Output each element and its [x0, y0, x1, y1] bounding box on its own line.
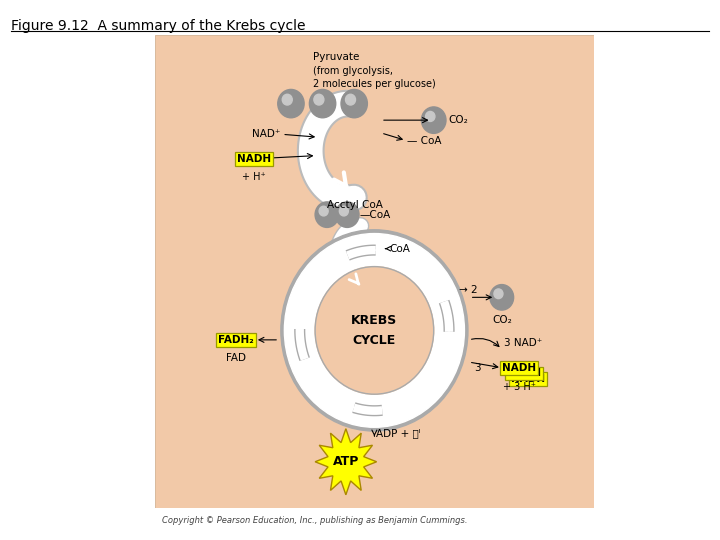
Text: NADH: NADH [507, 368, 541, 379]
Text: Figure 9.12  A summary of the Krebs cycle: Figure 9.12 A summary of the Krebs cycle [11, 19, 305, 33]
Text: FADH₂: FADH₂ [218, 335, 254, 345]
Circle shape [315, 267, 433, 394]
Text: NAD⁺: NAD⁺ [251, 129, 280, 139]
Text: CoA: CoA [390, 244, 410, 254]
Text: + H⁺: + H⁺ [242, 172, 266, 182]
Circle shape [314, 94, 324, 105]
Circle shape [282, 94, 292, 105]
Circle shape [284, 233, 464, 427]
Circle shape [346, 94, 356, 105]
Circle shape [426, 111, 435, 122]
Text: 3 NAD⁺: 3 NAD⁺ [504, 338, 542, 348]
Circle shape [494, 289, 503, 299]
Text: (from glycolysis,: (from glycolysis, [313, 66, 393, 76]
Circle shape [319, 206, 328, 216]
Text: —CoA: —CoA [359, 210, 390, 220]
Circle shape [281, 230, 468, 431]
Text: CO₂: CO₂ [492, 315, 512, 325]
Text: + 3 H⁺: + 3 H⁺ [503, 382, 536, 393]
Text: Acctyl CoA: Acctyl CoA [327, 200, 382, 211]
Circle shape [336, 202, 359, 227]
Text: Pyruvate: Pyruvate [313, 52, 359, 62]
Text: 3: 3 [474, 363, 481, 373]
Circle shape [341, 90, 367, 118]
Circle shape [421, 107, 446, 133]
Text: NADH: NADH [503, 363, 536, 373]
Text: NADH: NADH [511, 374, 545, 384]
Circle shape [310, 90, 336, 118]
Circle shape [278, 90, 304, 118]
Text: FAD: FAD [226, 353, 246, 363]
Circle shape [339, 206, 348, 216]
Text: Copyright © Pearson Education, Inc., publishing as Benjamin Cummings.: Copyright © Pearson Education, Inc., pub… [162, 516, 467, 525]
Text: — CoA: — CoA [408, 137, 442, 146]
FancyBboxPatch shape [155, 35, 594, 508]
Text: CYCLE: CYCLE [353, 334, 396, 347]
Text: NADH: NADH [237, 154, 271, 164]
Polygon shape [315, 429, 377, 495]
Text: ADP + Ⓟᴵ: ADP + Ⓟᴵ [377, 428, 421, 438]
Text: ATP: ATP [333, 455, 359, 468]
Text: → 2: → 2 [459, 285, 477, 294]
Text: KREBS: KREBS [351, 314, 397, 327]
Circle shape [490, 285, 513, 310]
Circle shape [315, 202, 339, 227]
Text: CO₂: CO₂ [448, 115, 468, 125]
Text: 2 molecules per glucose): 2 molecules per glucose) [313, 78, 436, 89]
